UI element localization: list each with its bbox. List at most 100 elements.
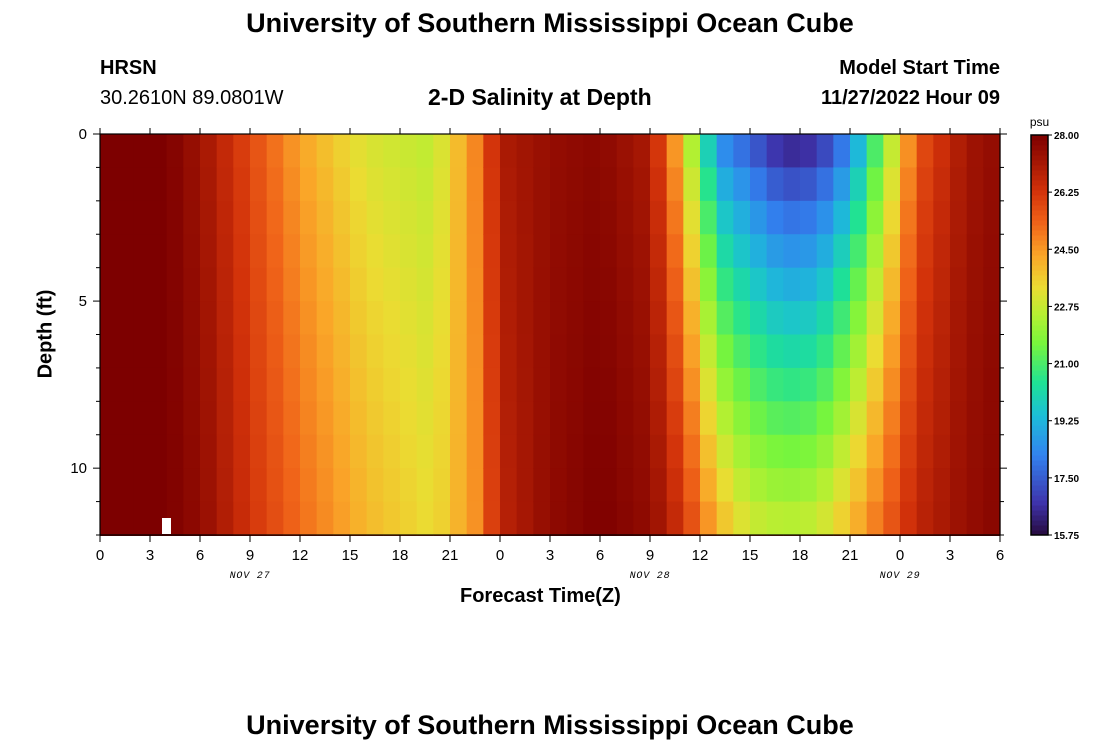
heatmap-cell xyxy=(750,468,768,503)
heatmap-cell xyxy=(866,468,884,503)
heatmap-cell xyxy=(683,134,701,169)
heatmap-cell xyxy=(100,367,118,402)
heatmap-cell xyxy=(833,367,851,402)
heatmap-cell xyxy=(700,134,718,169)
colorbar-swatch xyxy=(1031,440,1048,446)
heatmap-cell xyxy=(416,501,434,536)
heatmap-cell xyxy=(100,301,118,336)
colorbar-swatch xyxy=(1031,315,1048,321)
heatmap-cell xyxy=(166,334,184,369)
heatmap-cell xyxy=(166,134,184,169)
colorbar-swatch xyxy=(1031,460,1048,466)
x-tick-label: 9 xyxy=(246,547,254,564)
heatmap-cell xyxy=(283,200,301,235)
colorbar-swatch xyxy=(1031,425,1048,431)
heatmap-cell xyxy=(666,167,684,202)
colorbar-tick-label: 22.75 xyxy=(1054,302,1079,313)
heatmap-cell xyxy=(333,267,351,302)
heatmap-cell xyxy=(250,167,268,202)
heatmap-cell xyxy=(183,501,201,536)
heatmap-cell xyxy=(866,401,884,436)
colorbar-swatch xyxy=(1031,505,1048,511)
heatmap-cell xyxy=(516,301,534,336)
heatmap-cell xyxy=(583,367,601,402)
heatmap-cell xyxy=(200,367,218,402)
heatmap-cell xyxy=(300,200,318,235)
heatmap-cell xyxy=(750,134,768,169)
heatmap-cell xyxy=(783,367,801,402)
heatmap-cell xyxy=(350,267,368,302)
heatmap-cell xyxy=(966,501,984,536)
heatmap-cell xyxy=(833,334,851,369)
heatmap-cell xyxy=(133,401,151,436)
heatmap-cell xyxy=(200,267,218,302)
heatmap-cell xyxy=(100,234,118,269)
heatmap-cell xyxy=(450,267,468,302)
heatmap-cell xyxy=(533,334,551,369)
colorbar-swatch xyxy=(1031,260,1048,266)
heatmap-cell xyxy=(183,301,201,336)
colorbar-swatch xyxy=(1031,295,1048,301)
heatmap-cell xyxy=(850,334,868,369)
heatmap-cell xyxy=(366,167,384,202)
heatmap-cell xyxy=(933,367,951,402)
heatmap-cell xyxy=(166,267,184,302)
heatmap-cell xyxy=(333,167,351,202)
heatmap-cell xyxy=(283,134,301,169)
heatmap-cell xyxy=(950,267,968,302)
x-tick-label: 3 xyxy=(946,547,954,564)
heatmap-cell xyxy=(550,267,568,302)
heatmap-cell xyxy=(233,134,251,169)
heatmap-cell xyxy=(650,200,668,235)
heatmap-cell xyxy=(883,267,901,302)
heatmap-cell xyxy=(916,401,934,436)
colorbar-tick-label: 26.25 xyxy=(1054,188,1079,199)
x-tick-label: 18 xyxy=(392,547,409,564)
heatmap-cell xyxy=(383,267,401,302)
heatmap-cell xyxy=(266,501,284,536)
colorbar-swatch xyxy=(1031,420,1048,426)
heatmap-cell xyxy=(166,367,184,402)
heatmap-cell xyxy=(100,401,118,436)
heatmap-cell xyxy=(916,234,934,269)
heatmap-cell xyxy=(516,434,534,469)
heatmap-cell xyxy=(150,468,168,503)
heatmap-cell xyxy=(200,468,218,503)
colorbar-swatch xyxy=(1031,240,1048,246)
heatmap-cell xyxy=(283,468,301,503)
colorbar-swatch xyxy=(1031,430,1048,436)
heatmap-cell xyxy=(416,267,434,302)
heatmap-cell xyxy=(766,334,784,369)
heatmap-cell xyxy=(850,200,868,235)
heatmap-cell xyxy=(750,200,768,235)
heatmap-cell xyxy=(900,401,918,436)
station-id: HRSN xyxy=(100,57,157,79)
heatmap-cell xyxy=(383,200,401,235)
colorbar-tick-label: 21.00 xyxy=(1054,360,1079,371)
colorbar-swatch xyxy=(1031,320,1048,326)
heatmap-cell xyxy=(633,367,651,402)
heatmap-cell xyxy=(883,167,901,202)
heatmap-cell xyxy=(650,134,668,169)
heatmap-cell xyxy=(516,267,534,302)
heatmap-cell xyxy=(933,200,951,235)
heatmap-cell xyxy=(316,134,334,169)
heatmap-cell xyxy=(600,334,618,369)
heatmap-cell xyxy=(600,234,618,269)
colorbar-swatch xyxy=(1031,400,1048,406)
heatmap-cell xyxy=(533,301,551,336)
heatmap-cell xyxy=(500,301,518,336)
heatmap-cell xyxy=(366,234,384,269)
heatmap-cell xyxy=(916,267,934,302)
heatmap-cell xyxy=(233,234,251,269)
heatmap-cell xyxy=(316,468,334,503)
heatmap-cell xyxy=(466,267,484,302)
heatmap-cell xyxy=(383,334,401,369)
heatmap-cell xyxy=(316,334,334,369)
heatmap-cell xyxy=(850,367,868,402)
heatmap-cell xyxy=(983,401,1001,436)
heatmap-cell xyxy=(600,401,618,436)
x-axis-label: Forecast Time(Z) xyxy=(460,585,621,607)
colorbar-swatch xyxy=(1031,405,1048,411)
y-tick-label: 5 xyxy=(79,293,87,310)
